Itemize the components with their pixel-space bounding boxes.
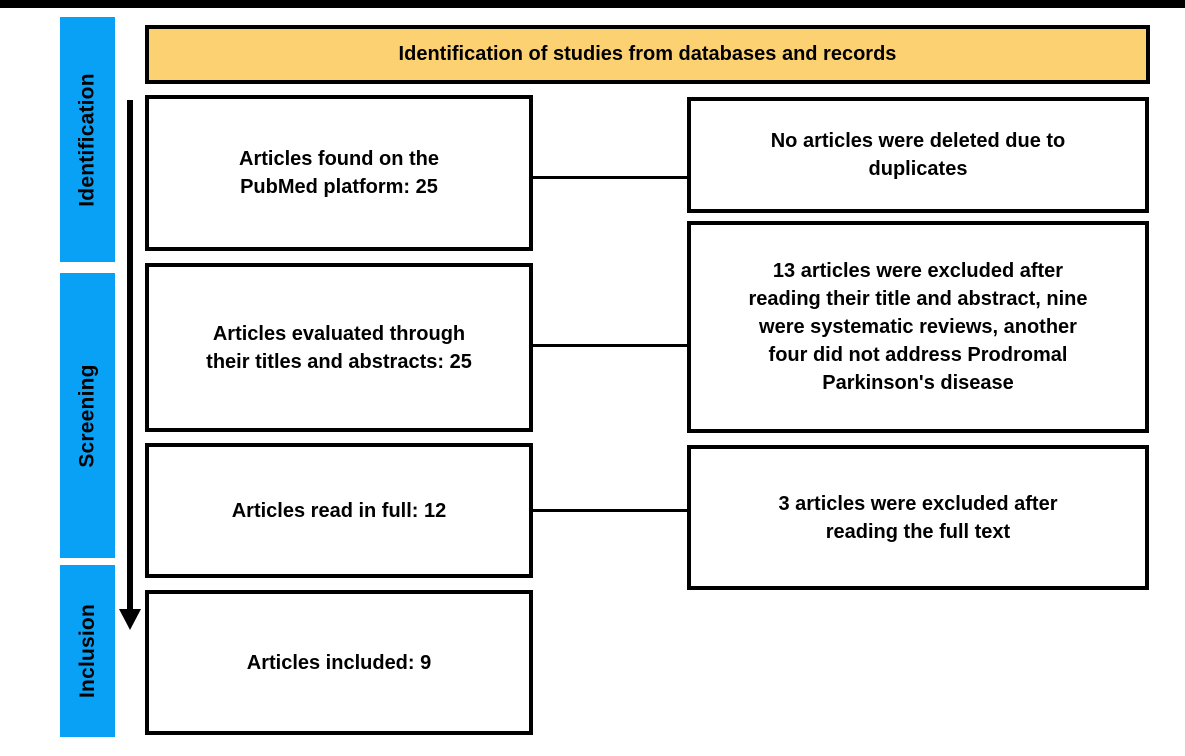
exclusion-box-text: 3 articles were excluded after reading t… xyxy=(778,492,1058,543)
exclusion-box-title-abstract: 13 articles were excluded after reading … xyxy=(687,221,1149,433)
flow-box-articles-found: Articles found on the PubMed platform: 2… xyxy=(145,95,533,251)
header-title: Identification of studies from databases… xyxy=(398,43,897,65)
stage-label-screening: Screening xyxy=(75,363,99,468)
top-border-rule xyxy=(0,0,1185,8)
connector-line-3 xyxy=(533,509,687,512)
exclusion-box-full-text: 3 articles were excluded after reading t… xyxy=(687,445,1149,590)
connector-line-1 xyxy=(533,176,687,179)
header-banner: Identification of studies from databases… xyxy=(145,25,1150,84)
stage-label-identification: Identification xyxy=(75,72,99,207)
flow-box-text: Articles found on the PubMed platform: 2… xyxy=(239,148,439,198)
connector-line-2 xyxy=(533,344,687,347)
flow-box-text: Articles included: 9 xyxy=(246,651,432,674)
exclusion-box-text: No articles were deleted due to duplicat… xyxy=(770,130,1066,180)
flow-arrow-shaft xyxy=(127,100,133,611)
flow-box-articles-read-full: Articles read in full: 12 xyxy=(145,443,533,578)
flow-box-text: Articles evaluated through their titles … xyxy=(206,322,472,373)
stage-bar-identification: Identification xyxy=(60,17,115,262)
flow-box-articles-evaluated: Articles evaluated through their titles … xyxy=(145,263,533,432)
stage-bar-screening: Screening xyxy=(60,273,115,558)
flow-box-articles-included: Articles included: 9 xyxy=(145,590,533,735)
stage-label-inclusion: Inclusion xyxy=(75,604,99,698)
flow-box-text: Articles read in full: 12 xyxy=(231,499,447,522)
flow-arrow-down-icon xyxy=(119,609,141,630)
exclusion-box-duplicates: No articles were deleted due to duplicat… xyxy=(687,97,1149,213)
exclusion-box-text: 13 articles were excluded after reading … xyxy=(748,260,1088,394)
stage-bar-inclusion: Inclusion xyxy=(60,565,115,737)
